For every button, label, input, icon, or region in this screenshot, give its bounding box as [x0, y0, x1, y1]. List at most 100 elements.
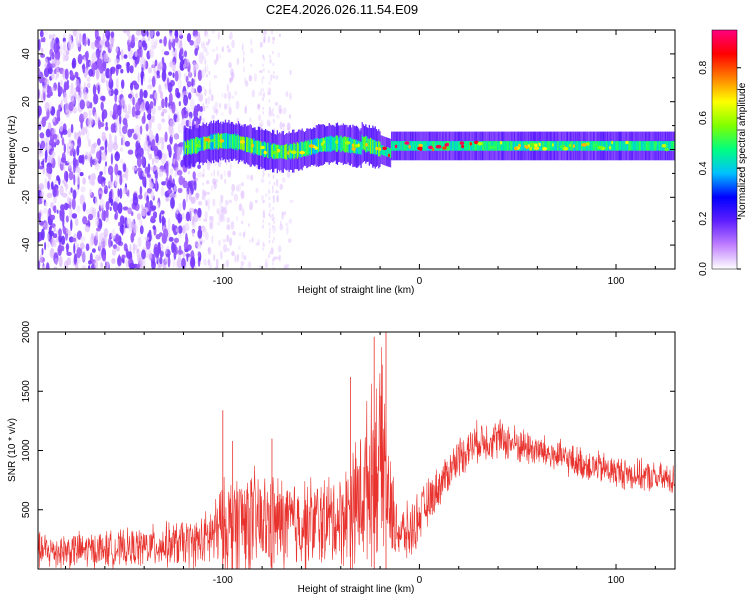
spectrogram-band-cell	[237, 135, 240, 150]
spectrogram-cell	[262, 174, 264, 178]
spectrogram-cell	[212, 105, 216, 111]
spectrogram-cell	[83, 56, 86, 64]
spectrogram-cell	[49, 38, 55, 51]
spectrogram-cell	[247, 261, 252, 269]
spectrogram-cell	[147, 84, 153, 90]
spectrogram-band-cell	[330, 136, 333, 152]
spectrogram-band-cell	[282, 145, 284, 159]
spectrogram-cell	[62, 52, 66, 63]
spectrogram-cell	[61, 192, 68, 198]
spectrogram-hotspot	[533, 146, 540, 150]
spectrogram-band-cell	[192, 138, 195, 154]
spectrogram-cell	[185, 232, 188, 243]
spectrogram-cell	[221, 112, 224, 117]
spectrogram-cell	[226, 234, 229, 242]
spectrogram-cell	[262, 107, 264, 110]
spectrogram-cell	[231, 183, 236, 192]
spectrogram-hotspot	[664, 147, 670, 152]
spectrogram-cell	[219, 53, 221, 60]
spectrogram-band-cell	[297, 143, 300, 157]
spectrogram-cell	[46, 192, 53, 199]
spectrogram-cell	[160, 137, 164, 144]
spectrogram-cell	[87, 38, 91, 47]
spectrogram-cell	[152, 60, 155, 69]
spectrogram-band-cell	[628, 141, 630, 151]
spectrogram-band-cell	[398, 141, 400, 151]
spectrogram-cell	[114, 213, 117, 220]
spectrogram-cell	[74, 71, 79, 79]
spectrogram-cell	[269, 91, 271, 95]
spectrogram-cell	[197, 85, 203, 94]
spectrogram-band-cell	[579, 141, 582, 151]
spectrogram-cell	[190, 256, 196, 268]
spectrogram-band-cell	[349, 137, 352, 154]
x-tick-label: 0	[417, 276, 423, 287]
spectrogram-band-cell	[183, 140, 185, 156]
spectrogram-cell	[168, 92, 173, 105]
spectrogram-cell	[41, 228, 45, 241]
spectrogram-cell	[174, 172, 177, 177]
spectrogram-cell	[96, 151, 101, 160]
spectrogram-band-cell	[565, 141, 567, 151]
spectrogram-cell	[134, 124, 141, 136]
spectrogram-hotspot	[529, 146, 533, 151]
spectrogram-cell	[63, 81, 68, 91]
spectrogram-cell	[143, 111, 146, 124]
spectrogram-hotspot	[290, 150, 297, 154]
spectrogram-cell	[148, 144, 151, 152]
spectrogram-cell	[76, 205, 81, 214]
spectrogram-cell	[210, 172, 213, 176]
spectrogram-cell	[91, 248, 96, 253]
spectrogram-cell	[43, 90, 46, 101]
spectrogram-band-cell	[543, 141, 545, 151]
spectrogram-cell	[80, 186, 86, 193]
spectrogram-cell	[186, 244, 192, 251]
spectrogram-cell	[60, 44, 63, 56]
spectrogram-cell	[90, 117, 94, 126]
spectrogram-cell	[225, 259, 230, 268]
spectrogram-cell	[131, 34, 135, 44]
spectrogram-band-cell	[315, 139, 317, 153]
spectrogram-cell	[188, 70, 192, 79]
spectrogram-cell	[166, 165, 169, 178]
spectrogram-cell	[105, 201, 110, 211]
spectrogram-cell	[55, 66, 60, 79]
spectrogram-hotspot	[597, 145, 603, 150]
spectrogram-cell	[65, 50, 70, 56]
spectrogram-cell	[273, 198, 275, 202]
spectrogram-cell	[217, 222, 220, 226]
spectrogram-cell	[164, 131, 168, 143]
spectrogram-cell	[116, 77, 119, 90]
spectrogram-cell	[206, 33, 209, 38]
spectrogram-cell	[211, 30, 216, 34]
spectrogram-cell	[181, 212, 185, 220]
spectrogram-cell	[49, 91, 53, 97]
spectrogram-cell	[115, 126, 119, 132]
spectrogram-cell	[64, 54, 69, 62]
spectrogram-cell	[250, 174, 254, 181]
spectrogram-cell	[57, 155, 61, 168]
spectrogram-cell	[269, 181, 271, 185]
spectrogram-cell	[117, 255, 122, 267]
spectrogram-cell	[262, 88, 264, 92]
spectrogram-cell	[160, 186, 165, 197]
spectrogram-cell	[268, 81, 271, 85]
spectrogram-cell	[224, 178, 227, 184]
spectrogram-band-cell	[405, 141, 407, 151]
spectrogram-band-cell	[602, 141, 604, 151]
spectrogram-cell	[273, 128, 275, 132]
spectrogram-cell	[56, 109, 61, 120]
spectrogram-cell	[77, 31, 81, 37]
spectrogram-cell	[262, 75, 265, 79]
spectrogram-cell	[90, 156, 93, 168]
spectrogram-cell	[204, 210, 208, 220]
spectrogram-cell	[168, 236, 174, 242]
spectrogram-cell	[56, 175, 60, 182]
spectrogram-band-cell	[635, 141, 637, 151]
spectrogram-cell	[104, 261, 107, 268]
spectrogram-cell	[95, 67, 100, 80]
spectrogram-hotspot	[529, 142, 535, 147]
spectrogram-band-cell	[647, 141, 649, 151]
spectrogram-band-cell	[507, 141, 510, 151]
spectrogram-cell	[206, 191, 210, 195]
